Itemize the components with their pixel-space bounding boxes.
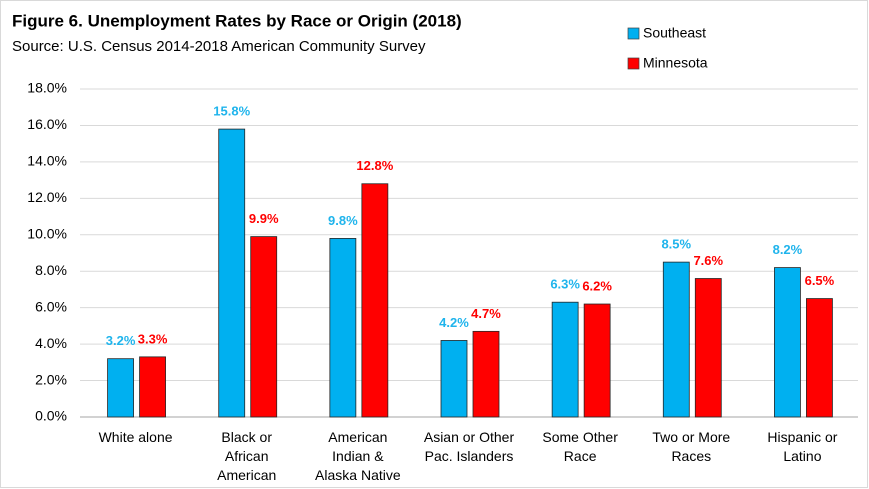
value-label: 6.5% [805, 273, 835, 288]
x-tick-label-line: Alaska Native [315, 467, 401, 483]
chart-title: Figure 6. Unemployment Rates by Race or … [12, 11, 462, 30]
bar [806, 298, 833, 418]
bar [361, 183, 389, 418]
value-label: 9.9% [249, 211, 279, 226]
y-tick-label: 8.0% [35, 262, 67, 278]
bar [694, 278, 722, 418]
x-tick-label: Asian or Other Pac. Islanders [424, 429, 515, 464]
value-label: 8.2% [773, 242, 803, 257]
bar [250, 236, 278, 418]
value-label: 6.3% [550, 277, 580, 292]
chart-subtitle: Source: U.S. Census 2014-2018 American C… [12, 38, 426, 55]
value-label: 4.7% [471, 306, 501, 321]
value-label: 12.8% [356, 158, 393, 173]
y-tick-label: 10.0% [27, 225, 67, 241]
x-tick-label: Two or More Races [652, 429, 730, 464]
x-tick-label: Black or African American [217, 429, 276, 483]
x-tick-label: American Indian & Alaska Native [315, 429, 401, 483]
legend-swatch [627, 57, 640, 70]
x-tick-label-line: American [328, 429, 387, 445]
bar [662, 261, 690, 418]
x-tick-label-line: American [217, 467, 276, 483]
bar [440, 340, 468, 418]
y-tick-label: 16.0% [27, 116, 67, 132]
value-label: 3.3% [138, 331, 168, 346]
x-tick-label-line: Two or More [652, 429, 730, 445]
legend-swatch [627, 27, 640, 40]
legend-label: Southeast [643, 25, 706, 41]
x-tick-label: Some Other Race [542, 429, 618, 464]
y-tick-label: 2.0% [35, 371, 67, 387]
bar [551, 301, 579, 418]
x-tick-label-line: Some Other [542, 429, 618, 445]
x-tick-label: Hispanic or Latino [767, 429, 837, 464]
x-tick-label-line: Races [671, 448, 711, 464]
value-label: 15.8% [213, 104, 250, 119]
x-tick-label-line: Race [564, 448, 597, 464]
value-label: 4.2% [439, 315, 469, 330]
y-tick-label: 6.0% [35, 298, 67, 314]
x-tick-label-line: Indian & [332, 448, 384, 464]
bar [218, 128, 246, 418]
y-tick-label: 18.0% [27, 80, 67, 96]
bar [329, 238, 357, 418]
x-tick-label-line: Asian or Other [424, 429, 515, 445]
x-tick-label-line: White alone [99, 429, 173, 445]
x-tick-label: White alone [99, 429, 173, 445]
y-tick-label: 12.0% [27, 189, 67, 205]
bar [583, 303, 611, 418]
y-tick-label: 0.0% [35, 408, 67, 424]
bar [139, 356, 166, 418]
x-tick-label-line: African [225, 448, 269, 464]
value-label: 7.6% [693, 253, 723, 268]
x-tick-label-line: Pac. Islanders [425, 448, 514, 464]
bar [107, 358, 134, 418]
x-tick-label-line: Hispanic or [767, 429, 837, 445]
y-tick-label: 14.0% [27, 153, 67, 169]
value-label: 3.2% [106, 333, 136, 348]
bar [774, 267, 801, 418]
x-tick-label-line: Latino [783, 448, 821, 464]
value-label: 9.8% [328, 213, 358, 228]
legend-label: Minnesota [643, 55, 708, 71]
value-label: 6.2% [582, 278, 612, 293]
value-label: 8.5% [661, 237, 691, 252]
y-tick-label: 4.0% [35, 335, 67, 351]
bar [472, 330, 500, 418]
x-tick-label-line: Black or [221, 429, 272, 445]
